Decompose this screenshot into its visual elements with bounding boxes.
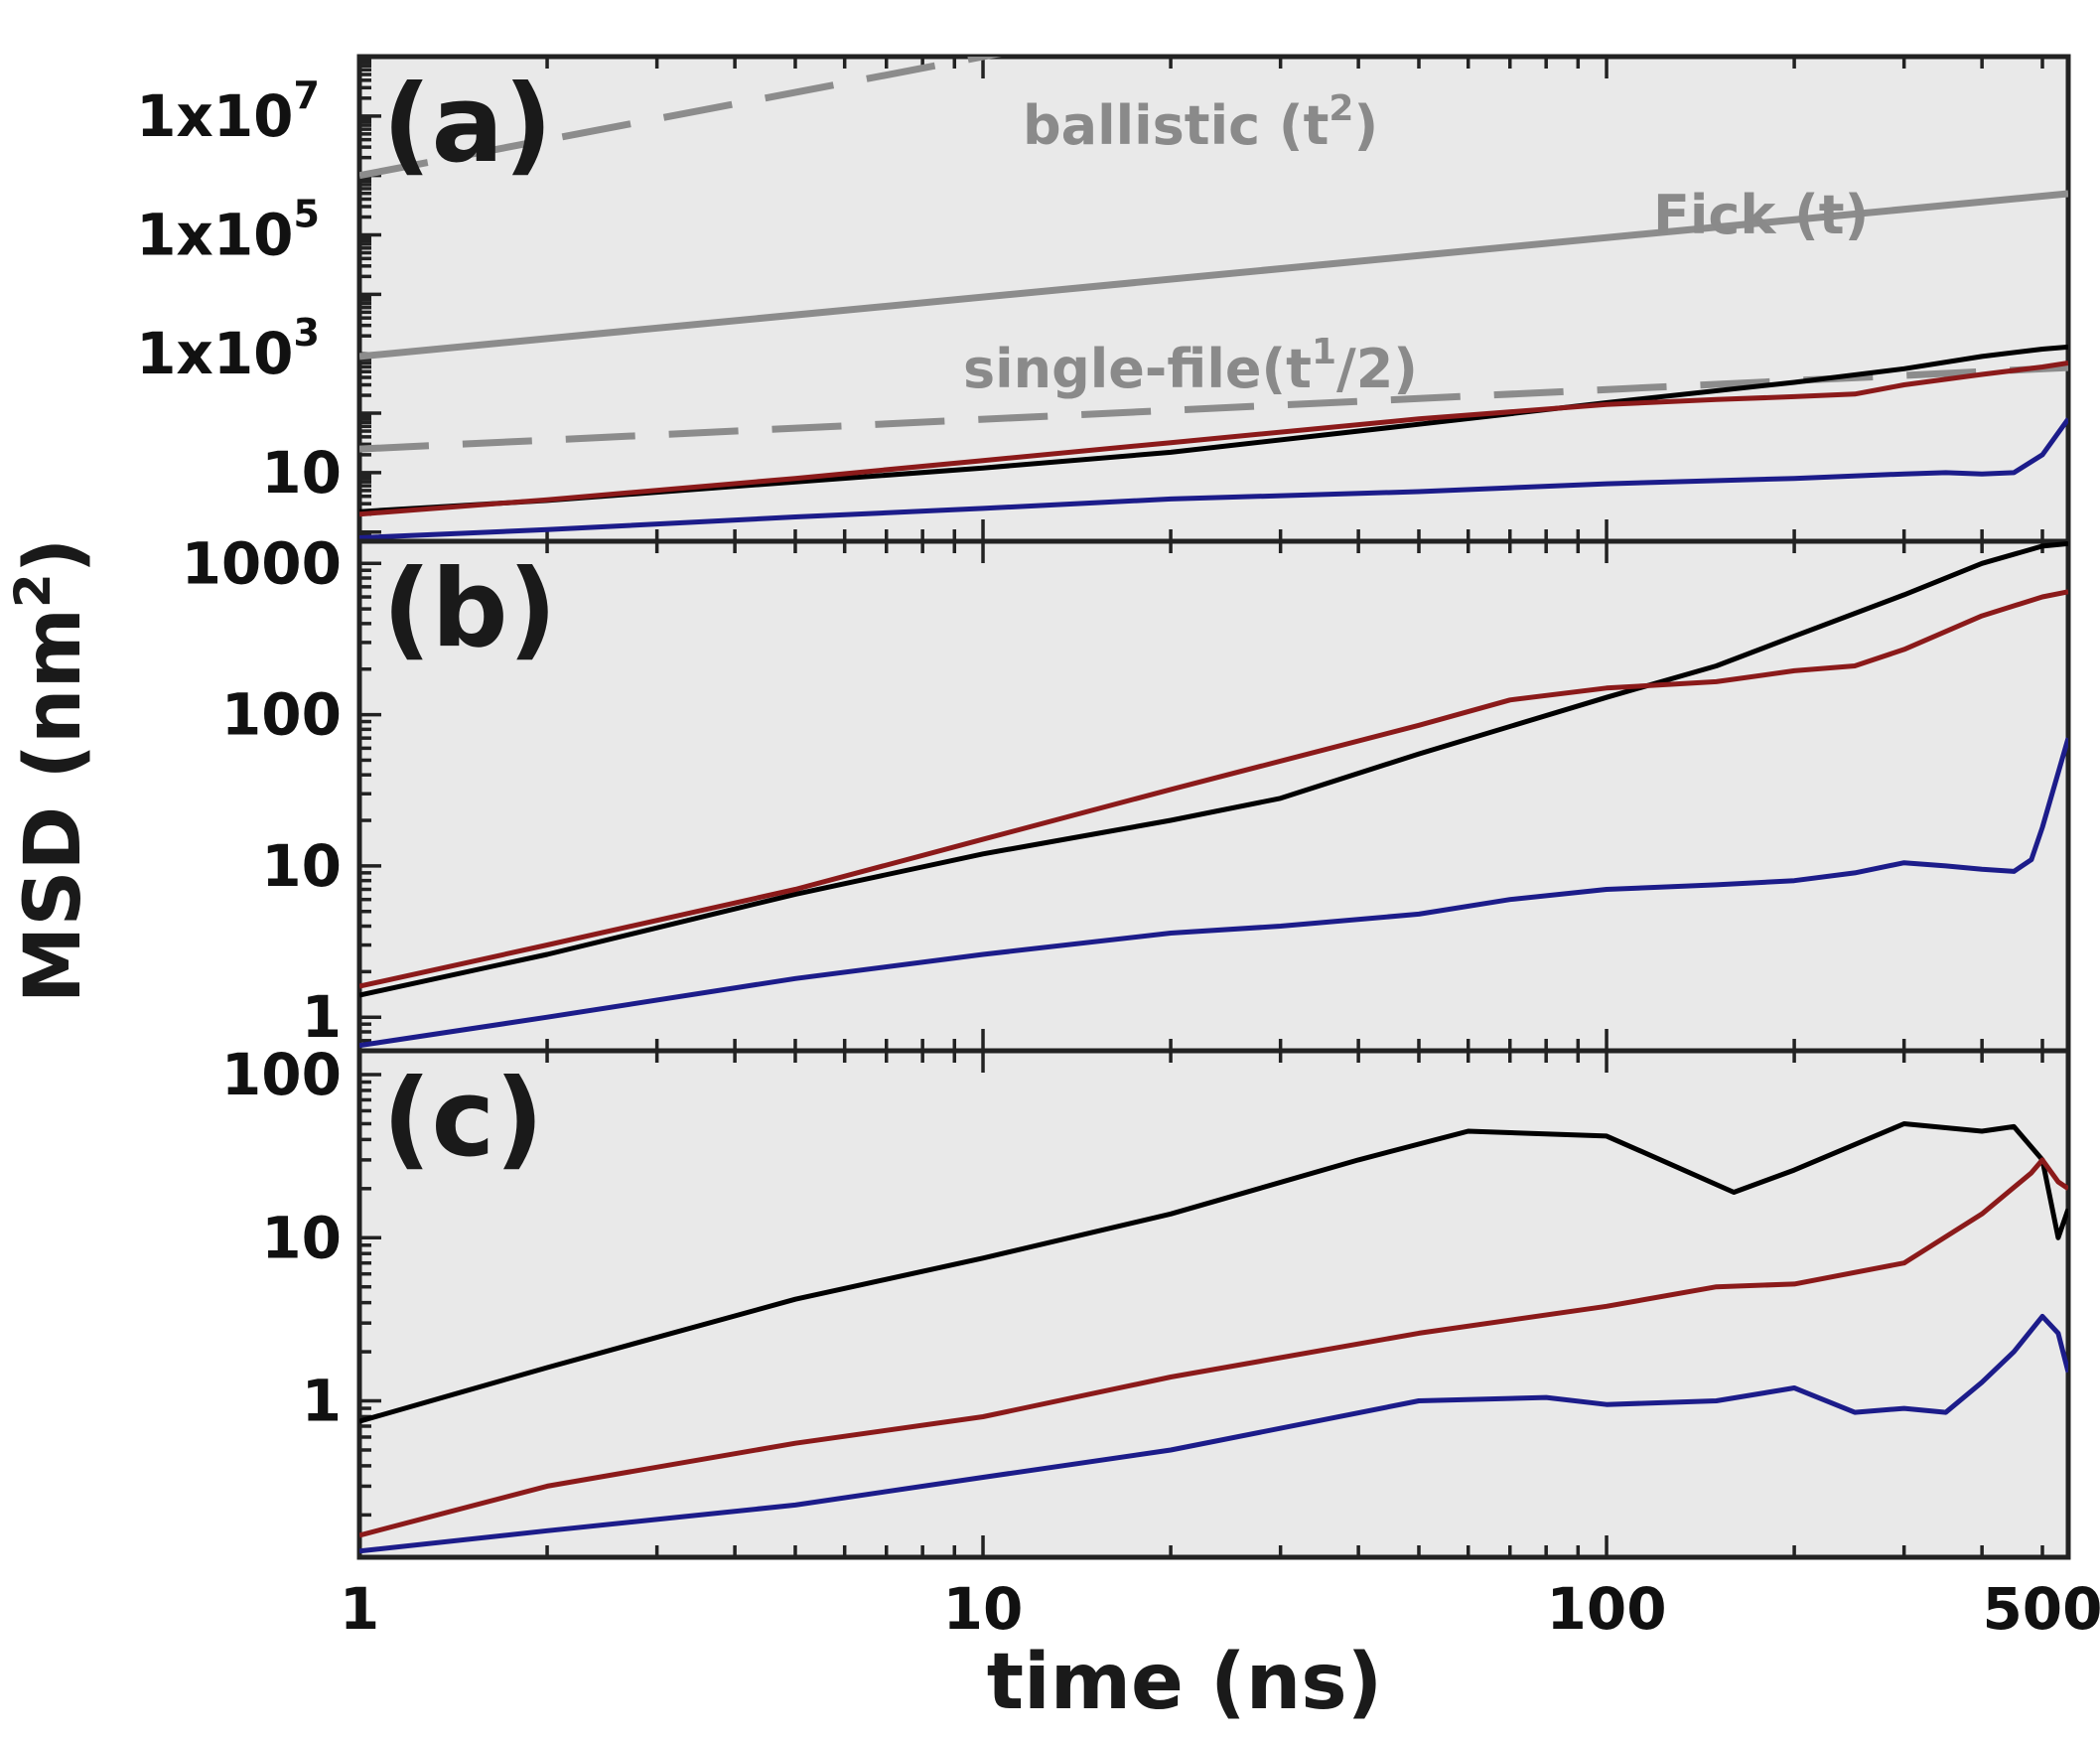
x-ticks [357,57,2044,541]
series-line-3 [359,1313,2068,1554]
y-axis-title: MSD (nm2) [4,538,98,1004]
panel-label: (c) [382,1057,544,1181]
x-tick-label: 1 [340,1575,379,1643]
x-tick-labels: 1 10 100 500 [340,1575,2100,1643]
reference-line-single-file [359,363,2068,453]
reference-label-base: Fick (t) [1653,184,1869,246]
panel-background [356,54,2071,544]
panel-label: (b) [382,547,557,671]
y-tick-label: 10 [261,1204,342,1271]
y-axis-title-base: MSD (nm [9,608,98,1003]
x-tick-label: 10 [943,1575,1024,1643]
reference-label-tail: ) [1353,94,1378,157]
reference-label-base: single-file(t [963,338,1312,400]
plot-area [359,541,2068,1049]
y-tick-label: 100 [221,681,342,749]
y-tick-label: 1000 [182,529,342,597]
y-axis-title-sup: 2 [4,573,62,608]
reference-line-fick [359,190,2068,361]
reference-label-tail: /2) [1336,338,1418,400]
reference-label-ballistic: ballistic (t2) [1023,88,1378,157]
panels-layer: ballistic (t2)Fick (t)single-file(t1/2)1… [136,54,2071,1560]
plot-area [359,1121,2068,1554]
y-tick-label: 10 [261,832,342,900]
reference-label-base: ballistic (t [1023,94,1329,157]
x-axis-title: time (ns) [987,1638,1383,1727]
reference-label-fick: Fick (t) [1653,184,1869,246]
y-ticks [359,1073,381,1518]
panel-label: (a) [382,63,553,187]
reference-label-sup: 2 [1329,88,1353,129]
panel-b: 1 10 100 1000 (b) [182,529,2071,1054]
x-tick-label: 100 [1546,1575,1666,1643]
x-tick-label: 500 [1982,1575,2100,1643]
y-axis-title-tail: ) [9,538,98,574]
series-line-2 [359,361,2068,517]
panel-c: 1 10 100 (c) [221,1041,2071,1560]
series-line-3 [359,417,2068,540]
panel-a: ballistic (t2)Fick (t)single-file(t1/2)1… [136,54,2071,544]
y-tick-label: 1x103 [136,311,320,387]
y-tick-label: 1 [302,983,342,1051]
y-tick-label: 1 [302,1368,342,1435]
reference-label-sup: 1 [1312,332,1336,372]
y-ticks [359,561,381,1053]
reference-label-single-file: single-file(t1/2) [963,332,1418,400]
y-tick-label: 100 [221,1041,342,1108]
y-tick-label: 1x105 [136,193,320,269]
y-tick-label: 10 [261,439,342,507]
series-line-3 [359,737,2068,1049]
panel-background [356,1048,2071,1560]
series-line-1 [359,541,2068,998]
series-line-2 [359,1157,2068,1538]
series-line-2 [359,589,2068,989]
panel-background [356,538,2071,1054]
series-line-1 [359,1121,2068,1424]
plot-area [359,57,2068,540]
x-ticks [357,1051,2044,1557]
y-tick-label: 1x107 [136,73,320,150]
